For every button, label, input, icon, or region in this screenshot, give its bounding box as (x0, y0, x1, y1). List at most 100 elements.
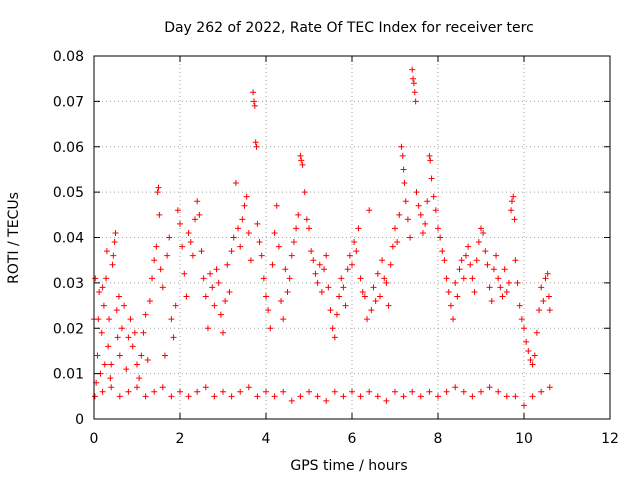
data-point (159, 384, 166, 391)
data-point (151, 388, 158, 395)
data-point (521, 402, 527, 409)
data-point (349, 261, 355, 268)
y-tick-label: 0.04 (53, 231, 84, 247)
data-point (511, 216, 518, 223)
data-point (512, 257, 519, 264)
data-point (149, 275, 156, 282)
data-point (230, 234, 237, 241)
data-point (92, 275, 99, 282)
data-point (211, 302, 218, 309)
data-point (254, 393, 261, 400)
data-point (286, 275, 293, 282)
data-point (497, 284, 504, 291)
data-point (278, 298, 285, 305)
data-point (486, 284, 493, 291)
data-point (241, 202, 248, 209)
data-point (546, 307, 553, 314)
data-point (273, 202, 280, 209)
data-point (168, 316, 175, 323)
data-point (503, 288, 510, 295)
data-point (327, 307, 334, 314)
data-point (366, 388, 373, 395)
data-point (428, 175, 435, 182)
data-point (136, 375, 143, 382)
data-point (392, 225, 398, 232)
data-point (312, 270, 319, 277)
data-point (297, 393, 304, 400)
data-point (271, 393, 278, 400)
data-point (295, 211, 302, 218)
data-point (450, 316, 457, 323)
data-point (168, 393, 175, 400)
data-point (475, 239, 482, 246)
data-point (482, 248, 489, 255)
data-point (153, 243, 160, 250)
data-point (516, 302, 523, 309)
data-point (402, 198, 409, 205)
data-point (220, 388, 226, 395)
data-point (426, 388, 433, 395)
data-point (521, 325, 527, 332)
data-point (413, 189, 420, 196)
data-point (359, 288, 366, 295)
data-point (404, 216, 411, 223)
data-point (142, 393, 149, 400)
chart-title: Day 262 of 2022, Rate Of TEC Index for r… (164, 20, 534, 36)
data-point (228, 248, 235, 255)
data-point (508, 207, 515, 214)
data-point (480, 229, 487, 236)
x-tick-label: 10 (515, 431, 533, 447)
y-tick-label: 0.06 (53, 140, 84, 156)
data-point (258, 252, 265, 259)
data-point (445, 288, 452, 295)
data-point (499, 293, 506, 300)
data-point (256, 239, 263, 246)
data-point (110, 252, 117, 259)
data-point (417, 393, 424, 400)
data-point (185, 229, 192, 236)
data-point (99, 388, 106, 395)
data-point (389, 243, 396, 250)
data-point (340, 393, 347, 400)
data-point (98, 329, 105, 336)
data-point (366, 207, 373, 214)
data-point (275, 243, 282, 250)
y-tick-label: 0.03 (53, 276, 84, 292)
data-point (383, 279, 390, 286)
data-point (254, 220, 261, 227)
data-point (269, 261, 276, 268)
data-points (91, 66, 553, 409)
data-point (353, 248, 360, 255)
data-point (460, 388, 467, 395)
data-point (467, 261, 474, 268)
data-point (435, 393, 441, 400)
data-point (542, 275, 549, 282)
data-point (383, 397, 390, 404)
data-point (125, 334, 132, 341)
data-point (271, 229, 278, 236)
data-point (192, 216, 199, 223)
data-point (288, 397, 295, 404)
data-point (385, 302, 392, 309)
data-point (301, 189, 308, 196)
data-point (441, 257, 448, 264)
data-point (419, 229, 426, 236)
data-point (400, 166, 407, 173)
data-point (484, 261, 491, 268)
data-point (523, 338, 530, 345)
data-point (344, 266, 351, 273)
x-axis-label: GPS time / hours (290, 458, 407, 474)
x-tick-label: 0 (90, 431, 99, 447)
data-point (510, 193, 517, 200)
y-tick-label: 0.01 (53, 367, 84, 383)
data-point (374, 393, 381, 400)
y-tick-label: 0 (75, 412, 84, 428)
data-point (204, 325, 211, 332)
data-point (447, 302, 454, 309)
data-point (299, 161, 306, 168)
data-point (251, 102, 258, 109)
data-point (361, 293, 368, 300)
data-point (331, 334, 338, 341)
data-point (200, 275, 207, 282)
data-point (183, 293, 190, 300)
